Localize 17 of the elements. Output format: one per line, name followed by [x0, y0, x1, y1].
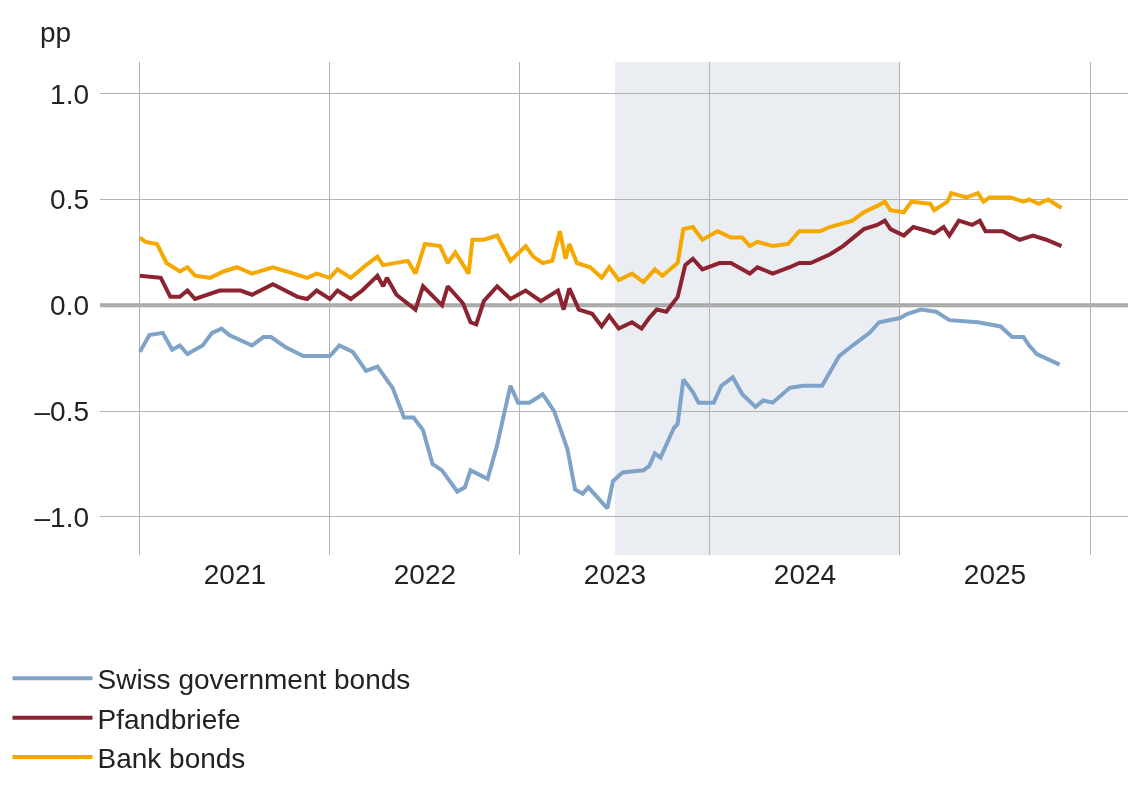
x-tick-label: 2023 — [583, 559, 647, 590]
y-tick-label: –0.5 — [34, 395, 89, 427]
x-tick-label: 2025 — [963, 559, 1027, 590]
line-series — [137, 218, 1064, 331]
y-tick-label: 0.5 — [50, 184, 89, 216]
legend-label: Pfandbriefe — [97, 703, 241, 735]
legend-label: Swiss government bonds — [97, 664, 411, 696]
y-axis-title: pp — [40, 17, 72, 48]
line-series — [137, 191, 1064, 285]
x-tick-label: 2022 — [393, 559, 457, 590]
y-tick-label: 0.0 — [50, 290, 89, 322]
y-tick-label: 1.0 — [50, 78, 89, 110]
y-tick-label: –1.0 — [34, 501, 89, 533]
x-tick-label: 2024 — [773, 559, 837, 590]
line-series — [137, 307, 1062, 511]
x-tick-label: 2021 — [203, 559, 267, 590]
legend-label: Bank bonds — [97, 743, 246, 775]
